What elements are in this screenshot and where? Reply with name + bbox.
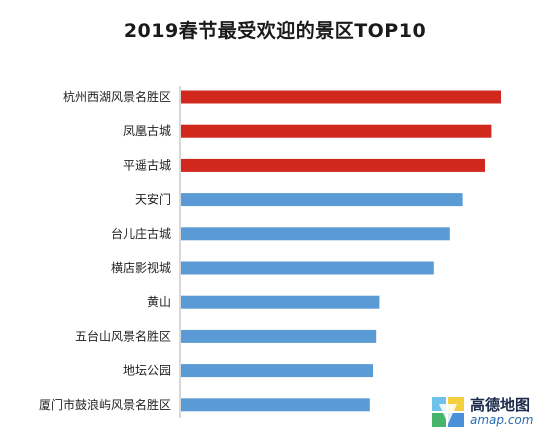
category-labels-layer: 杭州西湖风景名胜区凤凰古城平遥古城天安门台儿庄古城横店影视城黄山五台山风景名胜区…	[39, 89, 171, 412]
category-label-4: 天安门	[135, 192, 171, 207]
category-label-5: 台儿庄古城	[111, 226, 171, 241]
bar-5	[181, 227, 450, 241]
bar-7	[181, 295, 380, 309]
amap-logo-domain: amap.com	[470, 413, 534, 427]
category-label-2: 凤凰古城	[123, 123, 171, 138]
bar-2	[181, 124, 492, 138]
bar-3	[181, 158, 485, 172]
bar-4	[181, 193, 463, 207]
chart-title: 2019春节最受欢迎的景区TOP10	[123, 20, 427, 42]
category-label-3: 平遥古城	[123, 157, 171, 172]
amap-logo: 高德地图 amap.com	[430, 392, 548, 432]
bar-6	[181, 261, 434, 275]
bar-9	[181, 364, 373, 378]
amap-logo-name: 高德地图	[470, 396, 531, 414]
bar-1	[181, 90, 501, 104]
bar-10	[181, 398, 370, 412]
category-label-10: 厦门市鼓浪屿风景名胜区	[39, 397, 171, 412]
category-label-7: 黄山	[147, 295, 171, 309]
category-label-6: 横店影视城	[111, 260, 171, 275]
bars-layer	[181, 90, 501, 412]
category-label-1: 杭州西湖风景名胜区	[63, 89, 171, 104]
amap-logo-icon	[432, 397, 464, 427]
bar-8	[181, 329, 377, 343]
category-label-8: 五台山风景名胜区	[75, 328, 171, 343]
category-label-9: 地坛公园	[123, 364, 171, 378]
